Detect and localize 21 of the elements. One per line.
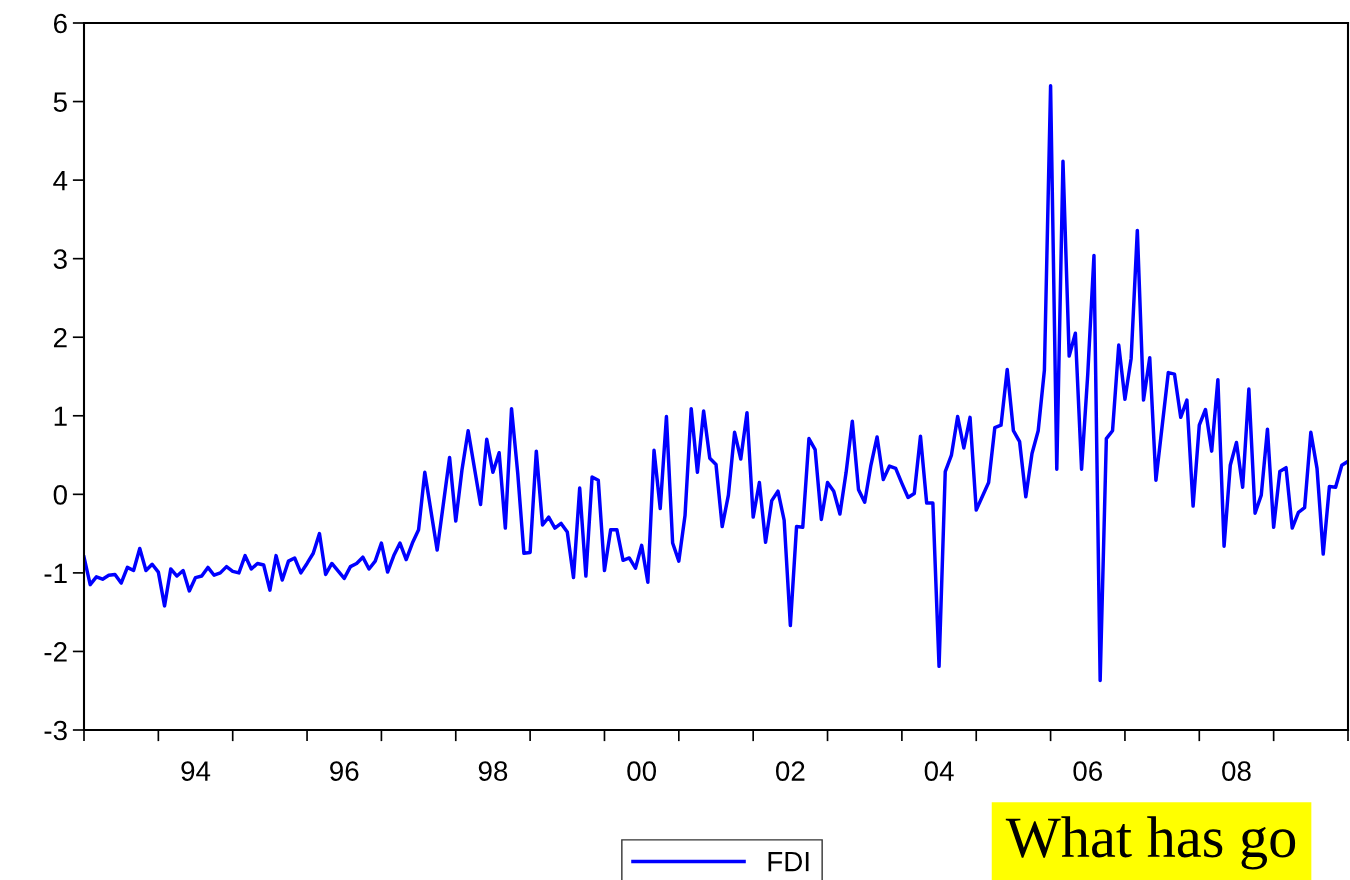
y-tick-label: 0 [53,485,67,505]
y-tick-label: -1 [44,563,67,583]
y-tick-label: 5 [53,92,67,112]
y-tick-label: 3 [53,249,67,270]
x-tick-label: 94 [181,761,211,781]
text: What has go [1005,816,1296,870]
y-tick-label: -3 [44,720,67,741]
x-tick-label: 00 [627,761,657,781]
y-tick-label: -2 [44,642,67,662]
x-tick-label: 06 [1073,761,1102,781]
x-tick-label: 08 [1222,761,1251,781]
y-tick-label: 4 [53,171,68,191]
x-tick-label: 98 [478,761,508,781]
x-tick-label: 96 [330,761,359,781]
x-tick-label: 02 [775,761,805,781]
legend-label: FDI [768,852,809,872]
y-tick-label: 1 [54,406,67,426]
y-tick-label: 2 [53,327,67,348]
line-series [84,84,1348,683]
y-tick-label: 6 [53,13,67,34]
x-tick-label: 04 [924,761,954,781]
